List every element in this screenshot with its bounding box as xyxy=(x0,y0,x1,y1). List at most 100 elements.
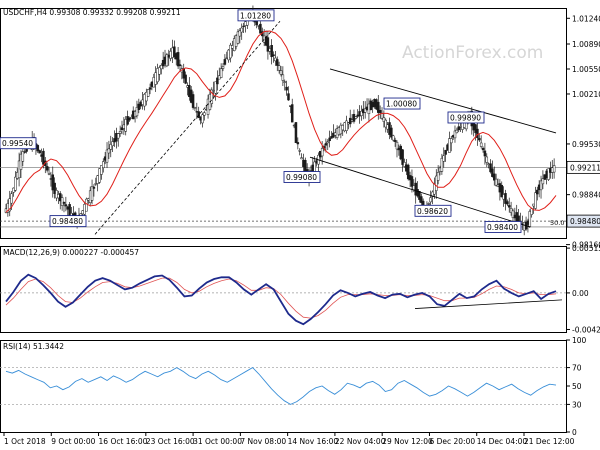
price-annotation-label: 0.98480 xyxy=(52,217,83,226)
candle-body xyxy=(391,135,395,141)
candle-body xyxy=(216,77,219,85)
candle-body xyxy=(435,175,438,191)
candle-body xyxy=(504,193,507,204)
candle-body xyxy=(214,81,217,94)
price-annotation-box xyxy=(237,9,275,22)
price-annotation-label: 0.99080 xyxy=(286,173,317,182)
candle-body xyxy=(300,157,303,160)
candle-body xyxy=(530,208,533,215)
x-tick-label: 9 Oct 00:00 xyxy=(51,437,95,446)
candle-body xyxy=(236,31,240,44)
candle-body xyxy=(320,148,324,157)
candle-body xyxy=(135,107,139,117)
macd-tick-label: -0.004209 xyxy=(572,325,600,334)
candle-body xyxy=(51,174,55,191)
macd-title: MACD(12,26,9) 0.000227 -0.000457 xyxy=(3,248,139,257)
candle-body xyxy=(276,59,279,66)
level-tag-label: 0.98480 xyxy=(570,217,600,226)
candle-body xyxy=(328,137,331,142)
candle-body xyxy=(384,119,388,128)
price-annotation-label: 1.00080 xyxy=(386,100,417,109)
candle-body xyxy=(378,110,382,114)
candle-body xyxy=(90,186,94,201)
price-annotation-box xyxy=(383,97,421,110)
channel-lower-line xyxy=(309,156,531,228)
candle-body xyxy=(176,52,180,67)
candle-body xyxy=(156,68,159,83)
candle-body xyxy=(53,182,56,194)
price-tick-label: 1.00210 xyxy=(572,90,600,99)
candle-body xyxy=(197,111,200,118)
candle-body xyxy=(324,143,328,146)
candle-body xyxy=(109,144,113,150)
rsi-tick-label: 70 xyxy=(572,364,582,373)
x-tick-label: 31 Oct 00:00 xyxy=(193,437,242,446)
candle-body xyxy=(326,141,330,144)
price-annotation-label: 0.98620 xyxy=(417,207,448,216)
macd-trend-line xyxy=(414,299,563,309)
rsi-tick-label: 50 xyxy=(572,382,582,391)
candle-body xyxy=(453,130,457,139)
candle-body xyxy=(406,164,410,180)
candle-body xyxy=(102,161,105,169)
candle-body xyxy=(270,45,273,58)
panel-frame-1 xyxy=(0,8,567,239)
candle-body xyxy=(313,161,316,173)
moving-average-line xyxy=(5,30,557,213)
candle-body xyxy=(47,173,51,175)
candle-body xyxy=(395,141,399,150)
candle-body xyxy=(478,138,481,141)
macd-tick-label: 0.00 xyxy=(572,289,589,298)
candle-body xyxy=(283,81,286,83)
candle-body xyxy=(290,104,294,123)
candle-body xyxy=(160,65,163,70)
candle-body xyxy=(429,197,432,203)
candle-body xyxy=(363,108,367,113)
candle-body xyxy=(377,101,380,113)
candle-body xyxy=(266,37,270,52)
price-annotation-box xyxy=(49,215,87,228)
x-tick-label: 29 Nov 12:00 xyxy=(382,437,433,446)
candle-body xyxy=(116,133,120,139)
candle-body xyxy=(414,182,417,196)
macd-tick-label: 0.005156 xyxy=(572,244,600,253)
macd-signal-line xyxy=(5,277,557,319)
candle-body xyxy=(184,74,187,84)
candle-body xyxy=(36,145,40,152)
price-annotation-label: 0.99890 xyxy=(450,113,481,122)
candle-body xyxy=(118,131,122,134)
candle-body xyxy=(210,89,214,104)
candle-body xyxy=(493,173,496,181)
candle-body xyxy=(476,128,479,139)
candle-body xyxy=(436,172,440,181)
candle-body xyxy=(534,192,537,209)
candle-body xyxy=(64,204,68,207)
price-annotation-label: 0.99540 xyxy=(2,139,33,148)
candle-body xyxy=(238,30,242,37)
candle-body xyxy=(511,210,515,218)
candle-body xyxy=(148,87,152,90)
price-annotation-box xyxy=(447,111,485,124)
candle-body xyxy=(173,46,176,58)
candle-body xyxy=(410,176,414,187)
candle-body xyxy=(418,191,421,200)
candle-body xyxy=(285,86,288,91)
candle-body xyxy=(287,93,290,101)
candle-body xyxy=(541,178,545,185)
candle-body xyxy=(98,168,101,183)
candle-body xyxy=(219,68,223,78)
candle-body xyxy=(448,138,451,153)
candle-body xyxy=(19,153,23,170)
candle-body xyxy=(10,193,13,204)
candle-body xyxy=(105,149,109,163)
candle-body xyxy=(390,127,393,138)
x-tick-label: 22 Nov 04:00 xyxy=(335,437,386,446)
macd-line xyxy=(5,273,557,326)
candle-body xyxy=(21,151,25,162)
candle-body xyxy=(536,189,539,195)
price-tick-label: 1.01240 xyxy=(572,14,600,23)
candle-body xyxy=(137,103,141,110)
rsi-tick-label: 30 xyxy=(572,400,582,409)
